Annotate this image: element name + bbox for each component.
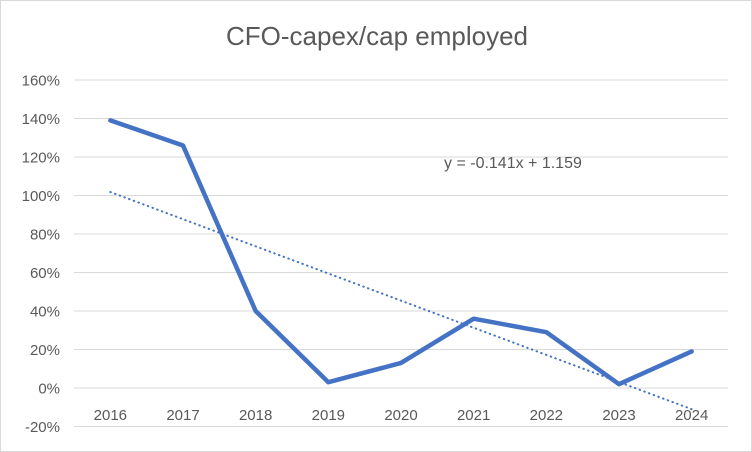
x-axis-tick-label: 2017 [166, 407, 199, 424]
x-axis-tick-label: 2019 [312, 407, 345, 424]
x-axis-tick-label: 2023 [602, 407, 635, 424]
chart-title: CFO-capex/cap employed [226, 21, 528, 51]
x-axis-tick-label: 2018 [239, 407, 272, 424]
x-axis-tick-label: 2024 [675, 407, 708, 424]
x-axis-tick-label: 2016 [94, 407, 127, 424]
y-axis-tick-label: 100% [22, 188, 60, 205]
y-axis-tick-label: 120% [22, 150, 60, 167]
series-line [108, 118, 694, 387]
y-axis-tick-label: 40% [30, 304, 60, 321]
x-axis-tick-label: 2020 [384, 407, 417, 424]
x-axis-tick-label: 2021 [457, 407, 490, 424]
y-axis-tick-label: 140% [22, 111, 60, 128]
x-axis-labels: 2016 2017 2018 2019 2020 2021 2022 2023 2024 [94, 407, 709, 424]
y-axis-tick-label: 60% [30, 265, 60, 282]
trendline [109, 191, 693, 411]
y-axis-tick-label: 20% [30, 342, 60, 359]
y-axis-tick-label: 0% [38, 381, 60, 398]
y-axis-tick-label: 80% [30, 227, 60, 244]
trendline-equation: y = -0.141x + 1.159 [444, 155, 582, 172]
x-axis-tick-label: 2022 [530, 407, 563, 424]
gridlines-group [74, 79, 728, 427]
y-axis-labels: 160% 140% 120% 100% 80% 60% 40% 20% 0% -20% [22, 73, 60, 437]
y-axis-tick-label: 160% [22, 73, 60, 90]
y-axis-tick-label: -20% [25, 419, 60, 436]
